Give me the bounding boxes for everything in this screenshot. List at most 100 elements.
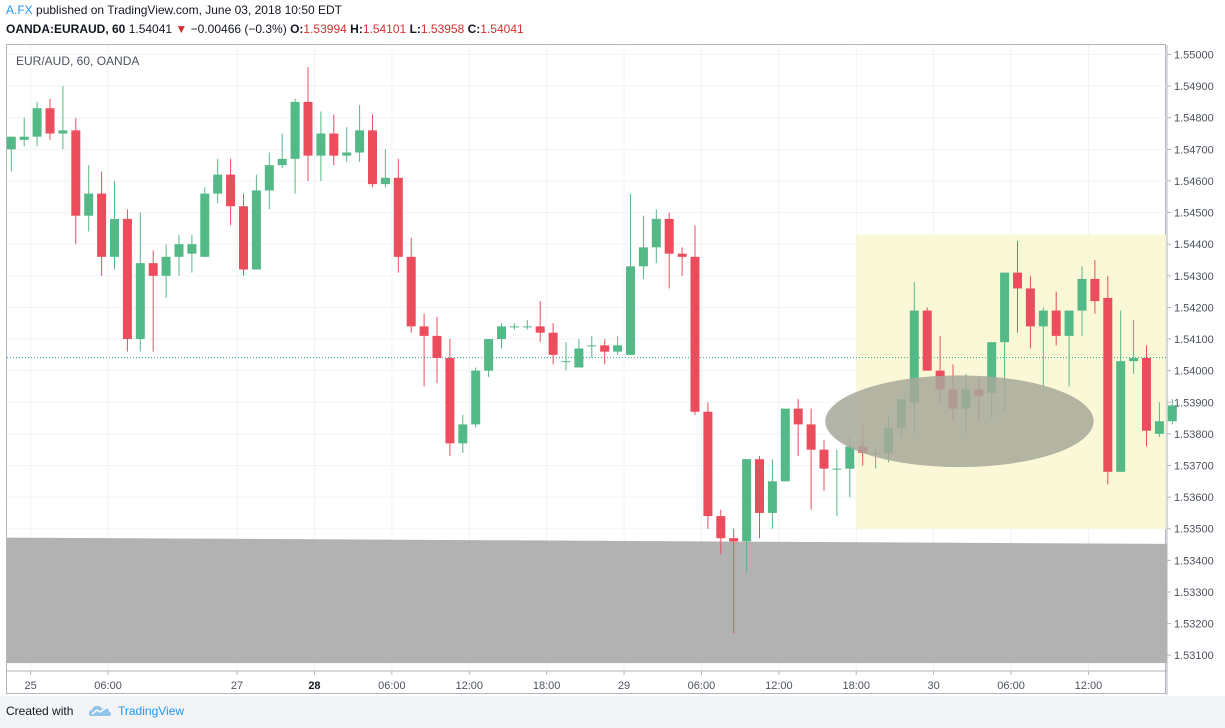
candle-body <box>316 133 326 156</box>
candle-body <box>677 253 687 257</box>
candle-body <box>535 326 545 333</box>
candle-body <box>626 266 635 355</box>
x-tick-label: 12:00 <box>765 680 793 692</box>
candle-body <box>1142 358 1151 431</box>
x-tick-label: 06:00 <box>94 680 122 692</box>
candle-body <box>574 348 584 368</box>
x-tick-label: 30 <box>928 680 940 692</box>
x-tick-label: 12:00 <box>455 680 483 692</box>
candle-body <box>71 130 81 216</box>
y-tick-label: 1.55000 <box>1174 49 1214 61</box>
chart-panel[interactable]: 1.55000 1.54900 1.54800 1.54700 1.54600 1.545… <box>6 44 1214 695</box>
candle-body <box>84 193 94 216</box>
footer: Created with TradingView <box>0 696 1225 728</box>
y-tick-label: 1.54000 <box>1174 366 1214 378</box>
candle-body <box>303 101 313 156</box>
y-tick-label: 1.54200 <box>1174 302 1214 314</box>
low-label: L: <box>409 22 421 36</box>
x-tick-label: 18:00 <box>842 680 870 692</box>
candle-body <box>19 136 29 140</box>
y-tick-label: 1.53900 <box>1174 397 1214 409</box>
candle-body <box>471 370 481 425</box>
candle-body <box>213 174 223 194</box>
candle-body <box>1064 310 1074 336</box>
y-tick-label: 1.54500 <box>1174 208 1214 220</box>
candle-body <box>638 247 648 267</box>
overlay-layer <box>825 375 1094 468</box>
y-tick-label: 1.54900 <box>1174 81 1214 93</box>
candle-body <box>845 446 855 469</box>
candlestick-chart[interactable]: 1.55000 1.54900 1.54800 1.54700 1.54600 1.545… <box>7 45 1225 695</box>
y-tick-label: 1.54100 <box>1174 334 1214 346</box>
y-tick-label: 1.54400 <box>1174 239 1214 251</box>
y-tick-label: 1.54800 <box>1174 113 1214 125</box>
candle-body <box>497 326 506 340</box>
support-zone <box>7 537 1167 664</box>
candle-body <box>406 256 416 327</box>
candle-body <box>509 326 519 328</box>
y-tick-label: 1.54300 <box>1174 271 1214 283</box>
candle-body <box>1051 310 1061 336</box>
x-tick-label: 25 <box>25 680 37 692</box>
x-tick-label: 06:00 <box>378 680 406 692</box>
y-tick-label: 1.53100 <box>1174 650 1214 662</box>
candle-body <box>1116 361 1126 472</box>
x-tick-label: 27 <box>231 680 243 692</box>
candle-body <box>187 244 197 254</box>
close-label: C: <box>467 22 481 36</box>
candle-body <box>1167 405 1177 422</box>
down-triangle-icon: ▼ <box>175 22 188 36</box>
candle-body <box>432 335 442 358</box>
candle-body <box>1013 272 1022 289</box>
candle-body <box>1000 272 1010 343</box>
candle-body <box>587 345 597 347</box>
price-change: −0.00466 (−0.3%) <box>190 22 287 36</box>
candle-body <box>161 256 171 276</box>
candle-body <box>251 190 261 270</box>
open-value: 1.53994 <box>303 22 347 36</box>
x-tick-label: 06:00 <box>688 680 716 692</box>
candle-body <box>664 218 674 254</box>
candle-body <box>832 468 842 470</box>
y-tick-label: 1.53700 <box>1174 460 1214 472</box>
candle-body <box>1154 421 1164 434</box>
candle-body <box>716 516 726 539</box>
candle-body <box>703 411 713 517</box>
candle-body <box>264 165 274 191</box>
candle-body <box>987 342 997 393</box>
y-tick-label: 1.53200 <box>1174 619 1214 631</box>
tradingview-brand-link[interactable]: TradingView <box>118 704 185 718</box>
chart-title: EUR/AUD, 60, OANDA <box>16 54 139 68</box>
candle-body <box>548 332 558 355</box>
y-tick-label: 1.53500 <box>1174 524 1214 536</box>
candle-body <box>200 193 210 257</box>
candle-body <box>355 130 365 153</box>
author-link[interactable]: A.FX <box>6 3 33 17</box>
candle-body <box>135 263 145 340</box>
candle-body <box>922 310 932 371</box>
candle-body <box>122 218 132 340</box>
x-tick-label: 18:00 <box>533 680 561 692</box>
candle-body <box>819 449 829 469</box>
candle-body <box>1038 310 1048 327</box>
candle-body <box>484 339 494 371</box>
candle-body <box>767 481 777 513</box>
candle-body <box>690 256 700 412</box>
publish-info: A.FX published on TradingView.com, June … <box>6 3 342 17</box>
x-tick-label: 28 <box>308 680 320 692</box>
y-tick-label: 1.54600 <box>1174 176 1214 188</box>
x-tick-label: 29 <box>618 680 630 692</box>
close-value: 1.54041 <box>480 22 524 36</box>
candle-body <box>909 310 919 403</box>
candle-body <box>393 177 403 257</box>
candle-body <box>45 108 55 134</box>
candle-body <box>97 193 107 257</box>
candle-body <box>239 206 248 270</box>
candle-body <box>458 424 468 444</box>
candle-body <box>1077 278 1087 311</box>
candle-body <box>368 130 377 185</box>
published-text: published on TradingView.com, June 03, 2… <box>36 3 342 17</box>
candle-body <box>380 177 390 185</box>
y-tick-label: 1.53800 <box>1174 429 1214 441</box>
ellipse-annotation <box>825 375 1094 468</box>
